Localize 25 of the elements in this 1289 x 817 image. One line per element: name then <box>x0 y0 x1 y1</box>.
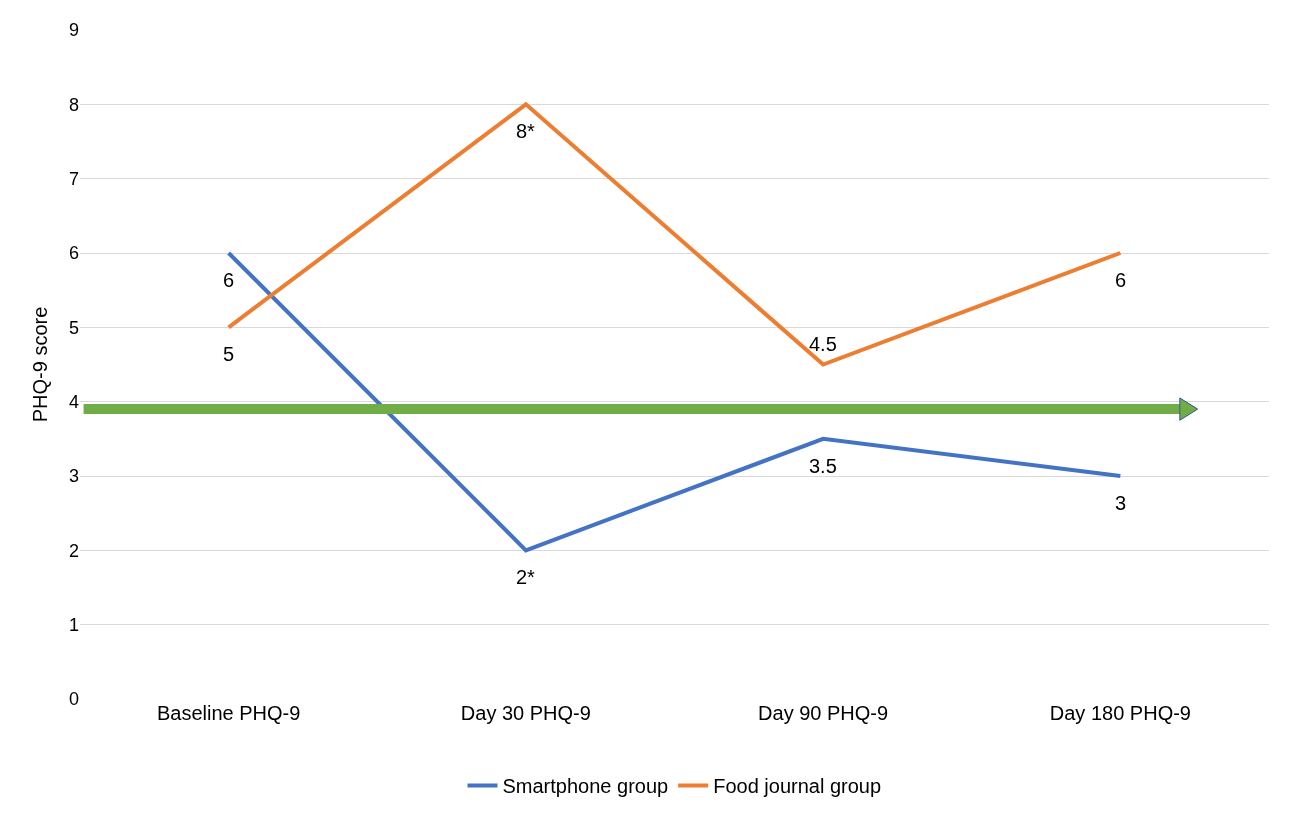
x-tick-label: Baseline PHQ-9 <box>156 702 301 724</box>
y-tick-label: 4 <box>68 391 79 412</box>
data-label: 5 <box>223 343 235 365</box>
data-label: 3 <box>1115 492 1127 514</box>
y-tick-label: 0 <box>68 689 79 710</box>
data-label: 2* <box>516 566 536 588</box>
y-tick-label: 5 <box>68 317 79 338</box>
legend-label: Food journal group <box>713 775 882 798</box>
x-tick-label: Day 180 PHQ-9 <box>1049 702 1191 724</box>
data-label: 6 <box>223 269 235 291</box>
y-tick-label: 1 <box>68 614 79 635</box>
y-tick-label: 3 <box>68 466 79 487</box>
data-label: 4.5 <box>809 333 837 355</box>
data-label: 3.5 <box>809 455 837 477</box>
data-label: 6 <box>1115 269 1127 291</box>
y-tick-label: 7 <box>68 168 79 189</box>
y-axis-title: PHQ-9 score <box>29 306 52 423</box>
y-tick-label: 9 <box>68 20 79 41</box>
x-tick-label: Day 30 PHQ-9 <box>460 702 591 724</box>
x-tick-label: Day 90 PHQ-9 <box>758 702 889 724</box>
data-label: 8* <box>516 120 536 142</box>
y-tick-label: 6 <box>68 243 79 264</box>
legend-label: Smartphone group <box>502 775 669 798</box>
y-tick-label: 8 <box>68 94 79 115</box>
y-tick-label: 2 <box>68 540 79 561</box>
